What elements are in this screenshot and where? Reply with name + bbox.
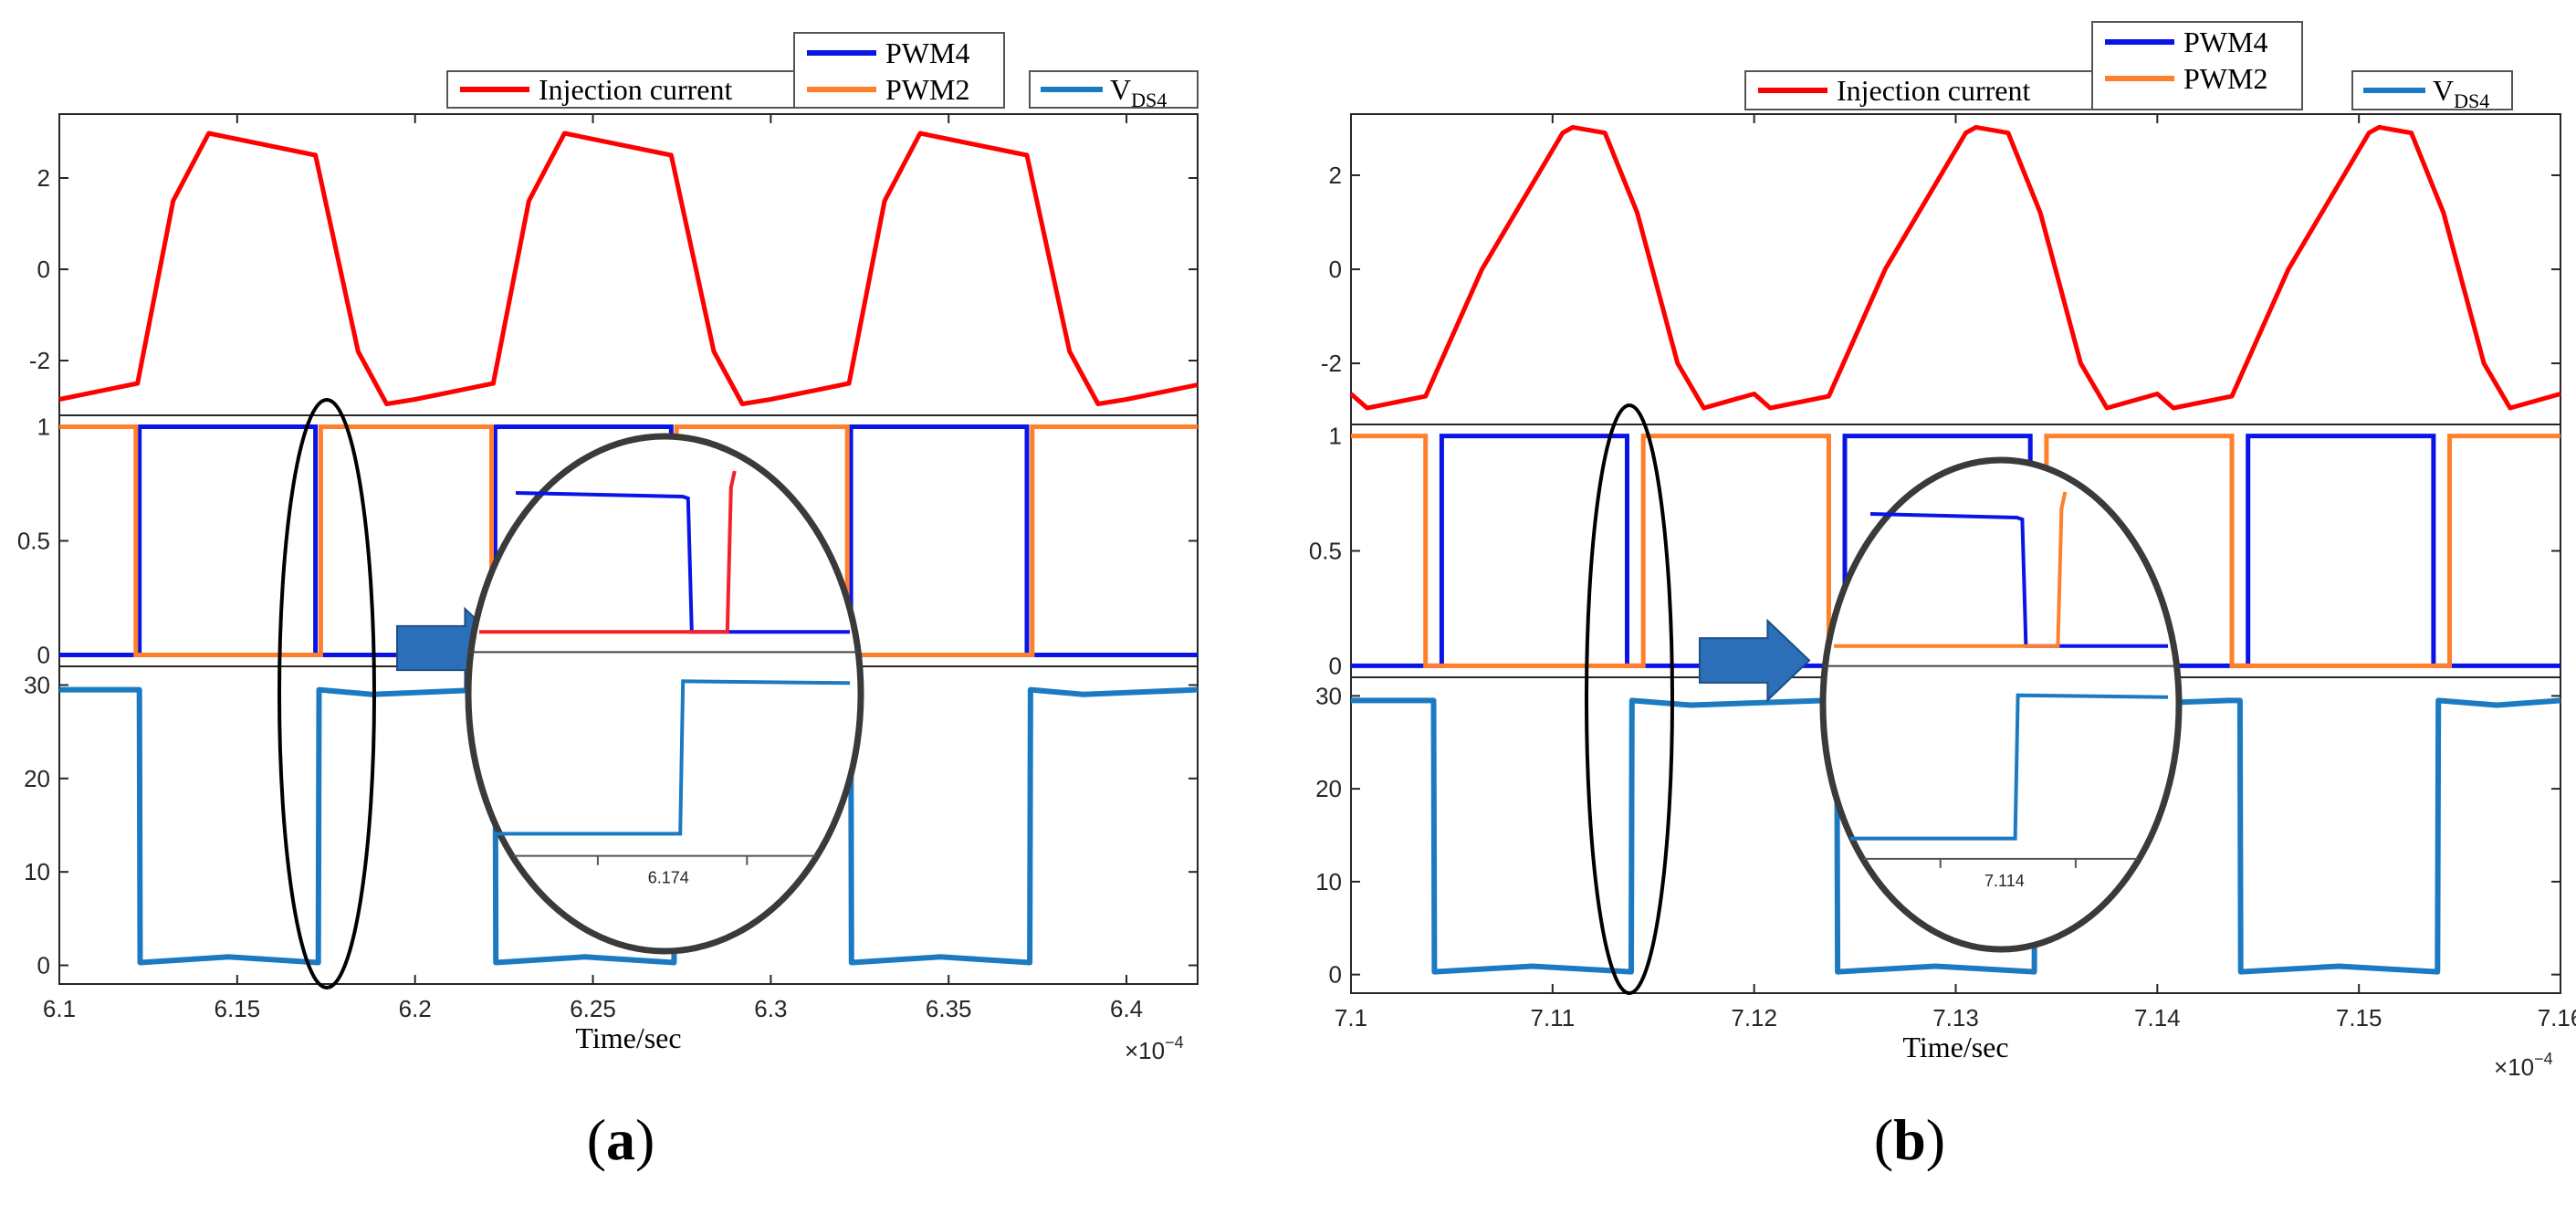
xtick-label: 6.35 bbox=[926, 995, 972, 1022]
zoom-pwm4-line bbox=[1869, 512, 2168, 648]
legend-box-pwm bbox=[793, 32, 1005, 109]
zoom-x-label: 7.114 bbox=[1984, 872, 2025, 890]
xtick-label: 7.13 bbox=[1932, 1004, 1979, 1031]
panel-caption-letter: b bbox=[1893, 1107, 1926, 1172]
x-exponent-base: ×10 bbox=[2494, 1053, 2534, 1081]
xtick-label: 7.14 bbox=[2134, 1004, 2181, 1031]
zoom-x-label: 6.174 bbox=[648, 869, 689, 887]
legend-box-pwm bbox=[2091, 21, 2303, 110]
x-exponent-base: ×10 bbox=[1125, 1037, 1165, 1064]
x-exponent: ×10−4 bbox=[1125, 1033, 1184, 1064]
current-ytick-label: 2 bbox=[37, 164, 50, 192]
vds4-line bbox=[1351, 697, 2561, 975]
xtick-label: 6.1 bbox=[43, 995, 76, 1022]
panel-caption: (a) bbox=[587, 1107, 655, 1172]
legend-label-current: Injection current bbox=[539, 73, 732, 106]
highlight-ellipse bbox=[277, 398, 376, 989]
vds-ytick-label: 10 bbox=[1315, 868, 1342, 895]
xtick-label: 7.11 bbox=[1530, 1004, 1575, 1031]
legend-box-vds bbox=[2351, 70, 2513, 110]
vds4-line bbox=[59, 686, 1199, 966]
legend-label-pwm4: PWM4 bbox=[885, 37, 969, 69]
vds-ytick-label: 30 bbox=[1315, 682, 1342, 709]
xtick-label: 7.16 bbox=[2538, 1004, 2576, 1031]
xtick-label: 6.2 bbox=[399, 995, 432, 1022]
current-ytick-label: 0 bbox=[1329, 256, 1342, 283]
legend-label-vds4: VDS4 bbox=[1110, 73, 1167, 111]
pwm4-line bbox=[59, 424, 1198, 657]
pwm4-line bbox=[1351, 434, 2560, 668]
legend-label-vds4-main: V bbox=[1110, 73, 1131, 106]
xtick-label: 7.1 bbox=[1335, 1004, 1367, 1031]
x-exponent-power: −4 bbox=[2534, 1050, 2553, 1068]
xtick-label: 6.3 bbox=[754, 995, 787, 1022]
xtick-label: 7.15 bbox=[2336, 1004, 2382, 1031]
pwm-ytick-label: 0 bbox=[37, 642, 50, 669]
zoom-vds4-line bbox=[496, 679, 851, 836]
zoom-inset-circle bbox=[465, 433, 864, 955]
xtick-label: 6.25 bbox=[570, 995, 616, 1022]
current-ytick-label: -2 bbox=[29, 347, 50, 374]
panel-caption-open: ( bbox=[1874, 1107, 1893, 1172]
pwm-ytick-label: 1 bbox=[37, 414, 50, 441]
legend-label-current: Injection current bbox=[1837, 74, 2030, 107]
panel-caption-open: ( bbox=[587, 1107, 606, 1172]
legend-label-pwm2: PWM2 bbox=[2183, 62, 2267, 95]
vds-ytick-label: 0 bbox=[37, 952, 50, 979]
legend-label-vds4: VDS4 bbox=[2433, 74, 2489, 112]
panel-caption-close: ) bbox=[1926, 1107, 1945, 1172]
legend-label-vds4-main: V bbox=[2433, 74, 2454, 107]
current-ytick-label: 0 bbox=[37, 256, 50, 283]
x-axis-label: Time/sec bbox=[1902, 1031, 2008, 1063]
x-axis-label: Time/sec bbox=[575, 1021, 681, 1054]
x-exponent-power: −4 bbox=[1165, 1033, 1184, 1052]
panel-caption-close: ) bbox=[635, 1107, 654, 1172]
injection-current-line bbox=[1349, 124, 2561, 411]
vds-ytick-label: 30 bbox=[24, 671, 50, 698]
current-ytick-label: 2 bbox=[1329, 162, 1342, 189]
injection-current-line bbox=[58, 131, 1199, 406]
legend-label-vds4-sub: DS4 bbox=[2454, 89, 2489, 112]
zoom-inset-circle bbox=[1819, 456, 2183, 953]
zoom-arrow bbox=[1699, 618, 1811, 703]
vds-ytick-label: 20 bbox=[1315, 775, 1342, 802]
vds-ytick-label: 10 bbox=[24, 858, 50, 885]
pwm-ytick-label: 0.5 bbox=[17, 528, 50, 555]
vds-ytick-label: 20 bbox=[24, 765, 50, 792]
current-axes-frame bbox=[1350, 113, 2561, 425]
xtick-label: 7.12 bbox=[1731, 1004, 1777, 1031]
pwm-ytick-label: 0.5 bbox=[1309, 538, 1342, 565]
zoom-pwm2-line bbox=[479, 470, 737, 634]
panel-caption: (b) bbox=[1874, 1107, 1945, 1172]
xtick-label: 6.15 bbox=[215, 995, 261, 1022]
legend-label-vds4-sub: DS4 bbox=[1131, 89, 1167, 111]
pwm-ytick-label: 1 bbox=[1329, 423, 1342, 450]
zoom-pwm4-line bbox=[515, 491, 850, 634]
zoom-vds4-line bbox=[1850, 693, 2169, 841]
vds-ytick-label: 0 bbox=[1329, 961, 1342, 989]
pwm-ytick-label: 0 bbox=[1329, 652, 1342, 679]
highlight-ellipse bbox=[1585, 403, 1674, 995]
zoom-pwm2-line bbox=[1834, 491, 2068, 648]
xtick-label: 6.4 bbox=[1110, 995, 1143, 1022]
legend-label-pwm2: PWM2 bbox=[885, 73, 969, 106]
legend-label-pwm4: PWM4 bbox=[2183, 26, 2267, 58]
current-ytick-label: -2 bbox=[1321, 350, 1342, 377]
panel-caption-letter: a bbox=[606, 1107, 635, 1172]
x-exponent: ×10−4 bbox=[2494, 1050, 2553, 1081]
